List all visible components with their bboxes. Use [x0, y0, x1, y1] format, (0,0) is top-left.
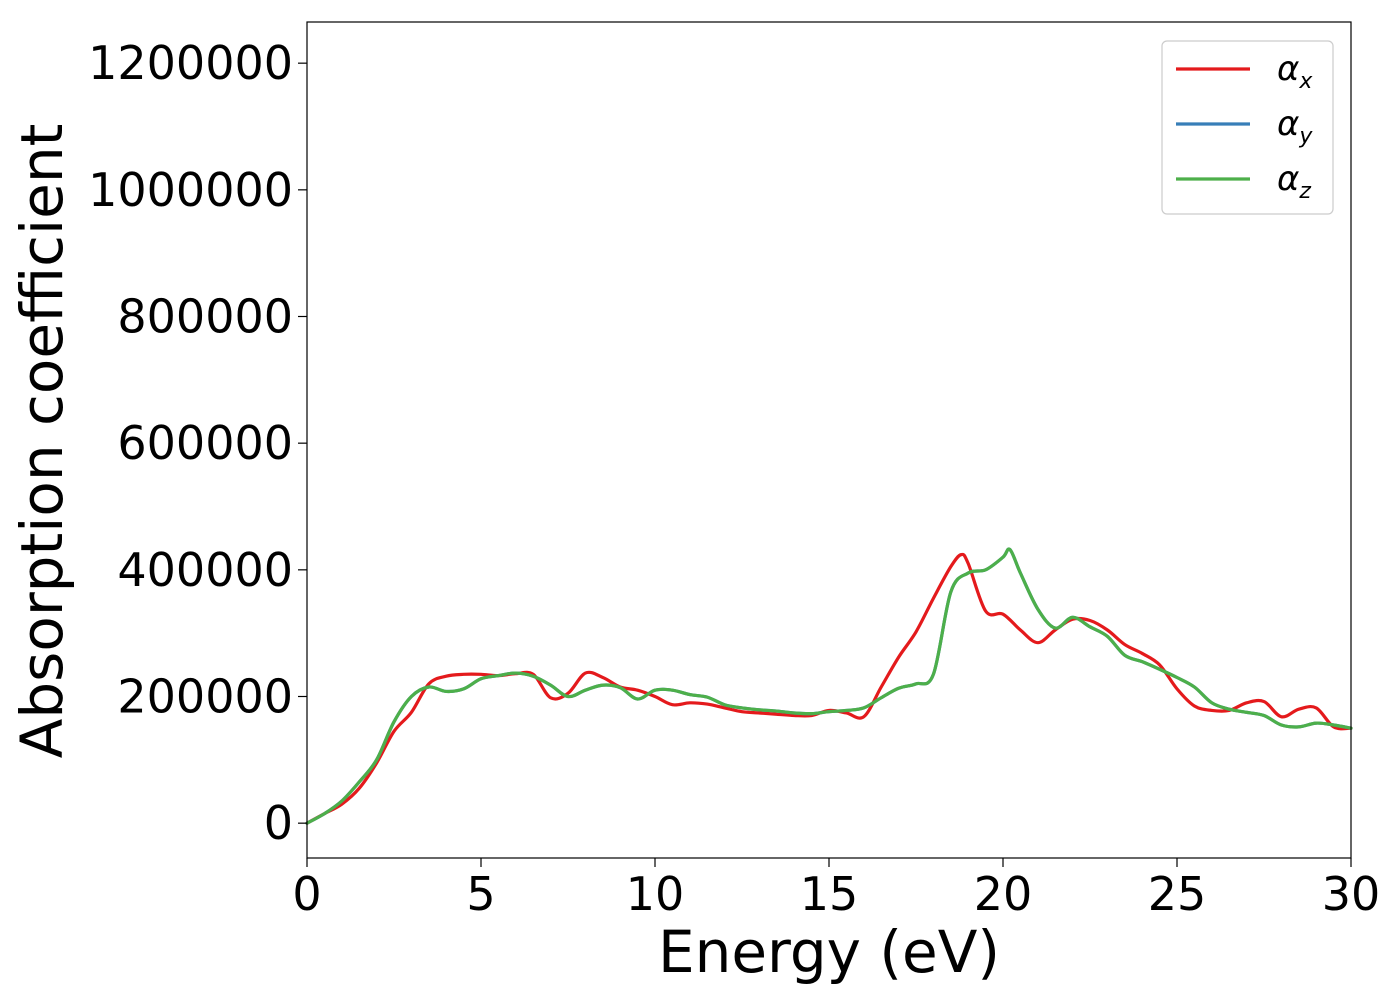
y-tick-label: 1000000: [88, 163, 293, 217]
x-axis-ticks: 0 5 10 15 20 25 30: [292, 858, 1380, 921]
legend-box: [1161, 40, 1334, 215]
y-tick-label: 400000: [117, 543, 293, 597]
series-line-alpha-z: [305, 547, 1353, 825]
y-tick-label: 600000: [117, 416, 293, 470]
legend: αx αy αz: [1161, 40, 1334, 215]
y-tick-label: 0: [264, 796, 293, 850]
x-tick-label: 30: [1322, 867, 1381, 921]
x-tick-label: 5: [466, 867, 495, 921]
series-layer: [305, 547, 1353, 825]
x-tick-label: 10: [626, 867, 685, 921]
legend-label-alpha-z: αz: [1277, 159, 1311, 204]
x-tick-label: 0: [292, 867, 321, 921]
legend-label-alpha-y: αy: [1277, 104, 1313, 149]
x-axis-label: Energy (eV): [658, 918, 1000, 986]
legend-label-alpha-x: αx: [1277, 49, 1313, 94]
y-tick-label: 200000: [117, 670, 293, 724]
y-axis-label: Absorption coefficient: [8, 124, 76, 759]
x-tick-label: 15: [800, 867, 859, 921]
x-tick-label: 25: [1148, 867, 1207, 921]
y-tick-label: 800000: [117, 290, 293, 344]
y-axis-ticks: 0 200000 400000 600000 800000 1000000 1200000: [88, 36, 307, 850]
x-tick-label: 20: [974, 867, 1033, 921]
y-tick-label: 1200000: [88, 36, 293, 90]
